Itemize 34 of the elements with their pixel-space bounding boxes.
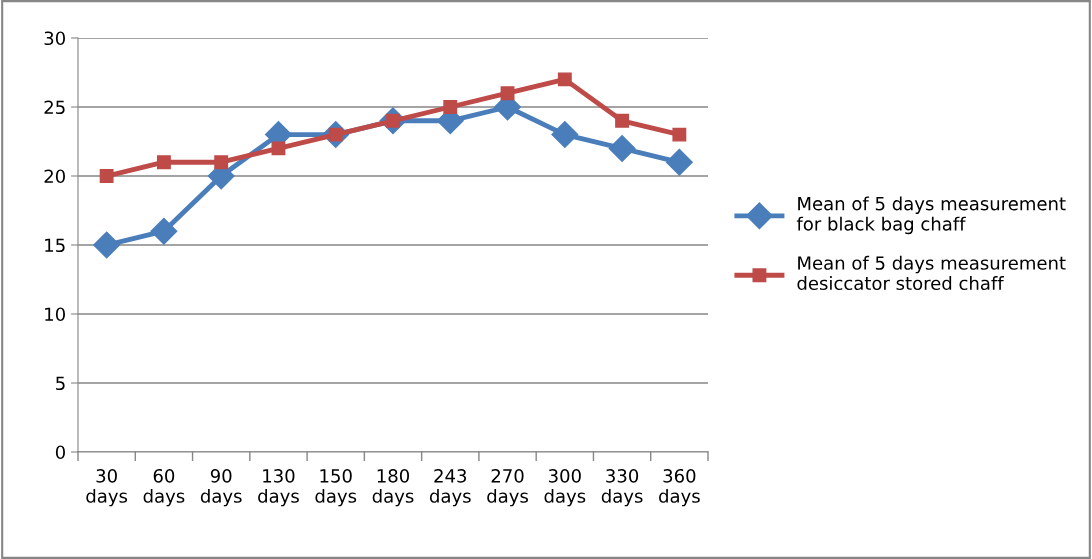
y-tick-label: 5: [56, 376, 65, 391]
x-tick-label: 243 days: [429, 468, 471, 507]
x-tick-label: 150 days: [315, 468, 357, 507]
x-tick-label: 330 days: [601, 468, 643, 507]
point: [500, 86, 515, 101]
x-tick-label: 300 days: [544, 468, 586, 507]
x-tick-label: 60 days: [143, 468, 185, 507]
legend-label: Mean of 5 days measurement for black bag chaff: [796, 196, 1066, 235]
y-tick-label: 30: [44, 31, 65, 46]
y-tick-label: 25: [44, 100, 65, 115]
point: [214, 155, 229, 170]
y-tick-label: 20: [44, 169, 65, 184]
point: [271, 141, 286, 156]
point: [93, 231, 121, 259]
point: [443, 100, 458, 114]
point: [557, 72, 572, 87]
x-tick-label: 180 days: [372, 468, 414, 507]
point: [150, 217, 178, 245]
x-tick-label: 30 days: [86, 468, 128, 507]
x-tick-label: 270 days: [487, 468, 528, 507]
y-tick-label: 10: [45, 307, 65, 322]
y-tick-label: 15: [45, 238, 65, 253]
x-tick-label: 90 days: [200, 468, 242, 507]
x-tick-label: 360 days: [659, 468, 700, 507]
point: [615, 113, 630, 128]
point: [99, 169, 114, 183]
y-tick-label: 0: [55, 445, 65, 460]
point: [156, 155, 171, 170]
point: [551, 121, 579, 149]
legend-label: Mean of 5 days measurement desiccator stored chaff: [797, 255, 1066, 291]
point: [672, 127, 687, 142]
point: [608, 134, 636, 162]
x-tick-label: 130 days: [258, 468, 299, 507]
point: [665, 148, 693, 176]
